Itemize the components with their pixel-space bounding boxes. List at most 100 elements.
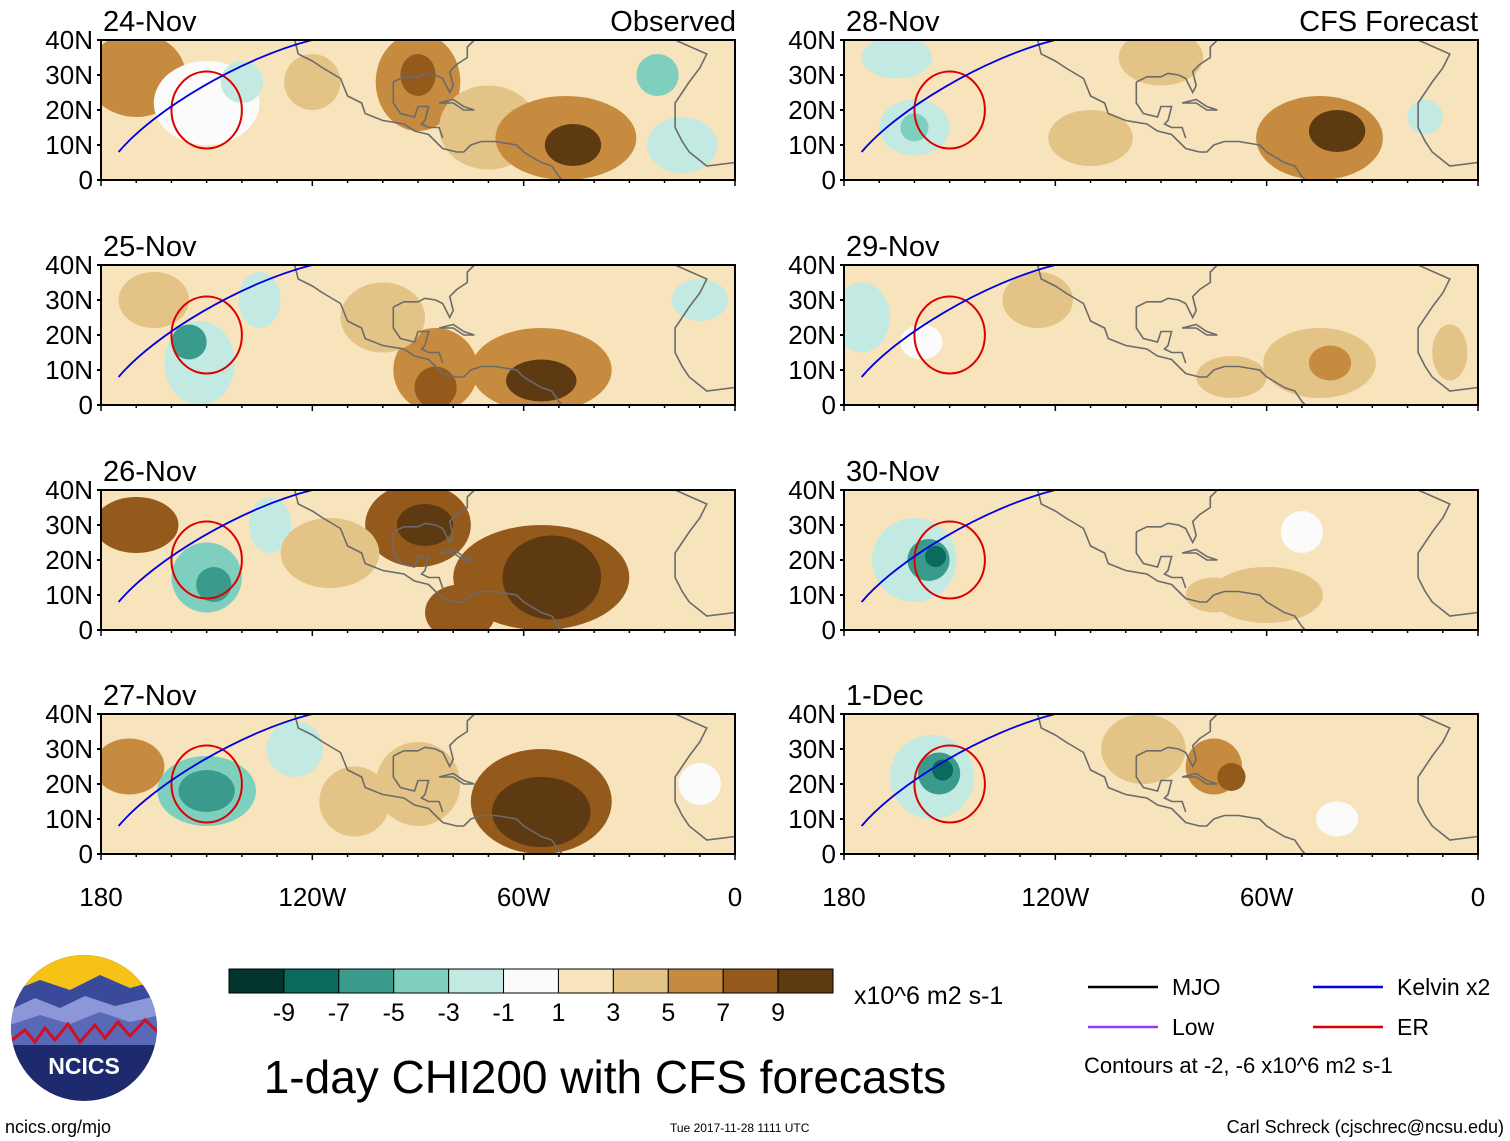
kelvin-contour	[117, 714, 313, 827]
anomaly-blob	[1041, 532, 1140, 588]
coastline	[1036, 40, 1306, 180]
colorbar-label: 1	[552, 999, 566, 1027]
kelvin-contour	[117, 265, 313, 378]
legend-label: Kelvin x2	[1397, 974, 1490, 1000]
panel-date: 28-Nov	[846, 6, 940, 38]
lat-tick-label: 30N	[788, 60, 836, 90]
lat-tick-label: 10N	[788, 580, 836, 610]
lat-tick-label: 20N	[45, 95, 93, 125]
lat-tick-label: 10N	[788, 130, 836, 160]
kelvin-contour	[860, 40, 1056, 153]
lat-tick-label: 30N	[788, 285, 836, 315]
lat-tick-label: 20N	[45, 769, 93, 799]
lat-tick-label: 40N	[45, 25, 93, 55]
lat-tick-label: 0	[79, 615, 93, 645]
colorbar-label: -9	[273, 999, 295, 1027]
colorbar-swatch	[228, 968, 285, 994]
coastline	[1135, 532, 1187, 589]
coastline	[392, 714, 475, 769]
map-panel: 24-Nov	[100, 6, 736, 181]
coastline	[392, 532, 444, 589]
anomaly-blob	[925, 546, 947, 567]
contour-legend: MJO Kelvin x2 Low ER	[1088, 974, 1490, 1040]
anomaly-blob	[340, 282, 426, 353]
legend-label: Low	[1172, 1014, 1215, 1040]
kelvin-contour	[860, 265, 1056, 378]
coastline	[293, 490, 563, 630]
panel-date: 26-Nov	[103, 456, 197, 488]
anomaly-blob	[220, 61, 264, 103]
coastline	[438, 548, 475, 561]
anomaly-blob	[544, 124, 602, 166]
footer-url: ncics.org/mjo	[5, 1117, 111, 1137]
coastline	[392, 265, 475, 320]
coastline	[1181, 548, 1218, 561]
anomaly-blob	[1101, 714, 1186, 784]
coastline	[1417, 40, 1478, 167]
panel-date: 30-Nov	[846, 456, 940, 488]
coastline	[1135, 756, 1187, 813]
kelvin-contour	[117, 490, 313, 603]
lat-tick-label: 20N	[788, 545, 836, 575]
coastline	[674, 714, 735, 841]
footer-timestamp: Tue 2017-11-28 1111 UTC	[670, 1121, 810, 1135]
er-contour	[170, 520, 243, 600]
coastline	[438, 98, 475, 111]
kelvin-contour	[117, 40, 313, 153]
lon-tick-label: 180	[822, 882, 865, 912]
anomaly-blob	[238, 272, 281, 328]
map-panel: 29-Nov	[843, 231, 1479, 406]
anomaly-blob	[1196, 356, 1267, 398]
coastline	[392, 40, 475, 95]
anomaly-blob	[414, 366, 457, 405]
map-panel: 30-Nov	[843, 456, 1479, 631]
lat-tick-label: 0	[79, 390, 93, 420]
anomaly-blob	[101, 738, 165, 795]
latitude-tick-labels: 40N 40N 30N 30N 20N 20N 10N 10N 0 0 40N 40N 30N 30N 20…	[45, 25, 1479, 869]
figure-title: 1-day CHI200 with CFS forecasts	[264, 1051, 947, 1103]
contour-note: Contours at -2, -6 x10^6 m2 s-1	[1084, 1053, 1393, 1078]
anomaly-blob	[248, 497, 292, 553]
er-contour	[170, 295, 243, 375]
ncics-logo: NCICS	[11, 955, 157, 1101]
longitude-tick-labels: 180 120W 60W 0 180 120W 60W 0	[79, 882, 1485, 912]
colorbar-swatch	[557, 968, 614, 994]
map-panel: 28-Nov	[843, 6, 1479, 181]
coastline	[1135, 40, 1218, 95]
anomaly-blob	[171, 324, 207, 360]
coastline	[674, 265, 735, 392]
anomaly-blob	[1217, 763, 1246, 791]
lon-tick-label: 60W	[1240, 882, 1294, 912]
panel-date: 27-Nov	[103, 680, 197, 712]
header-observed: Observed	[610, 6, 736, 38]
er-contour	[913, 744, 986, 824]
coastline	[1135, 714, 1218, 769]
lat-tick-label: 20N	[45, 320, 93, 350]
map-panel: 25-Nov	[100, 231, 736, 406]
anomaly-blob	[636, 54, 679, 96]
coastline	[392, 756, 444, 813]
anomaly-blob	[1210, 567, 1324, 623]
lon-tick-label: 180	[79, 882, 122, 912]
colorbar-swatch	[667, 968, 724, 994]
lat-tick-label: 40N	[45, 250, 93, 280]
anomaly-blob	[1315, 801, 1359, 837]
lat-tick-label: 0	[822, 615, 836, 645]
colorbar-swatch	[338, 968, 395, 994]
coastline	[674, 40, 735, 167]
panel-date: 1-Dec	[846, 680, 923, 712]
anomaly-blob	[400, 54, 436, 96]
anomaly-blob	[1308, 345, 1352, 381]
anomaly-blob	[375, 742, 461, 826]
colorbar-label: -5	[383, 999, 405, 1027]
map-panel: 27-Nov	[100, 680, 736, 855]
lon-tick-label: 0	[728, 882, 742, 912]
anomaly-blob	[1407, 99, 1443, 135]
kelvin-contour	[860, 490, 1056, 603]
anomaly-blob	[425, 584, 496, 630]
coastline	[293, 714, 563, 854]
anomaly-blob	[1002, 272, 1073, 328]
lat-tick-label: 40N	[45, 475, 93, 505]
anomaly-blob	[491, 777, 591, 847]
er-contour	[913, 70, 986, 150]
